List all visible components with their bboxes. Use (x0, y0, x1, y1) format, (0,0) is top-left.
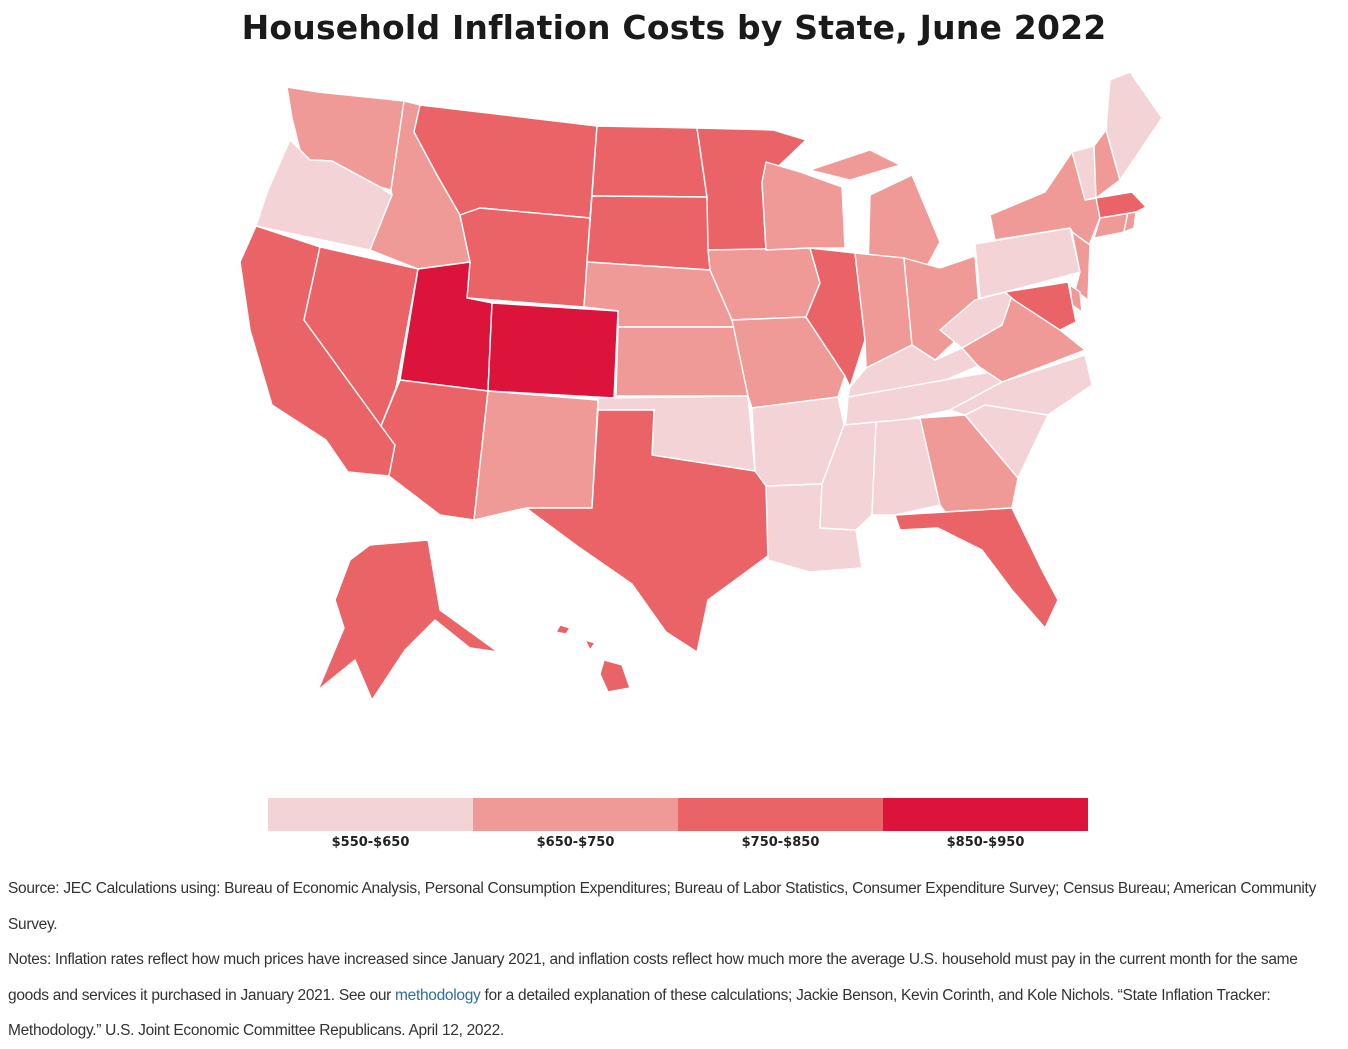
legend-swatch (268, 798, 473, 831)
state-wy (459, 207, 591, 308)
legend-label: $550-$650 (331, 835, 410, 850)
state-nd (591, 125, 708, 198)
state-wi (761, 161, 846, 251)
state-sd (586, 195, 711, 271)
notes-text: Notes: Inflation rates reflect how much … (8, 942, 1340, 1049)
legend-label: $650-$750 (536, 835, 615, 850)
state-tx (525, 409, 777, 653)
methodology-link[interactable]: methodology (395, 986, 481, 1004)
notes-text-start: Notes: Inflation rates reflect how much … (8, 951, 1298, 1004)
state-hi (555, 624, 631, 693)
state-nc (949, 354, 1093, 416)
legend-label: $750-$850 (741, 835, 820, 850)
us-state-map (239, 71, 1163, 701)
states-layer (239, 71, 1163, 701)
legend-item: $850-$950 (883, 798, 1088, 850)
state-nj (1071, 231, 1091, 301)
state-nm (473, 390, 599, 521)
notes-block: Source: JEC Calculations using: Bureau o… (8, 871, 1340, 1049)
state-az (380, 379, 489, 521)
state-fl (894, 507, 1059, 629)
legend-swatch (883, 798, 1088, 831)
state-ks (615, 326, 749, 397)
legend-label: $850-$950 (946, 835, 1025, 850)
map-title: Household Inflation Costs by State, June… (241, 8, 1107, 47)
state-ak (317, 539, 499, 701)
legend-swatch (678, 798, 883, 831)
notes-text-end: for a detailed explanation of these calc… (8, 986, 1271, 1040)
legend-swatch (473, 798, 678, 831)
legend-item: $650-$750 (473, 798, 678, 850)
state-co (487, 302, 619, 399)
legend-item: $750-$850 (678, 798, 883, 850)
state-me (1105, 71, 1163, 181)
state-ma (1095, 191, 1147, 219)
source-text: Source: JEC Calculations using: Bureau o… (8, 880, 1317, 933)
legend-item: $550-$650 (268, 798, 473, 850)
state-wv (939, 289, 1015, 349)
state-md (1004, 281, 1077, 331)
state-al (871, 417, 941, 516)
legend: $550-$650 $650-$750 $750-$850 $850-$950 (268, 798, 1088, 858)
